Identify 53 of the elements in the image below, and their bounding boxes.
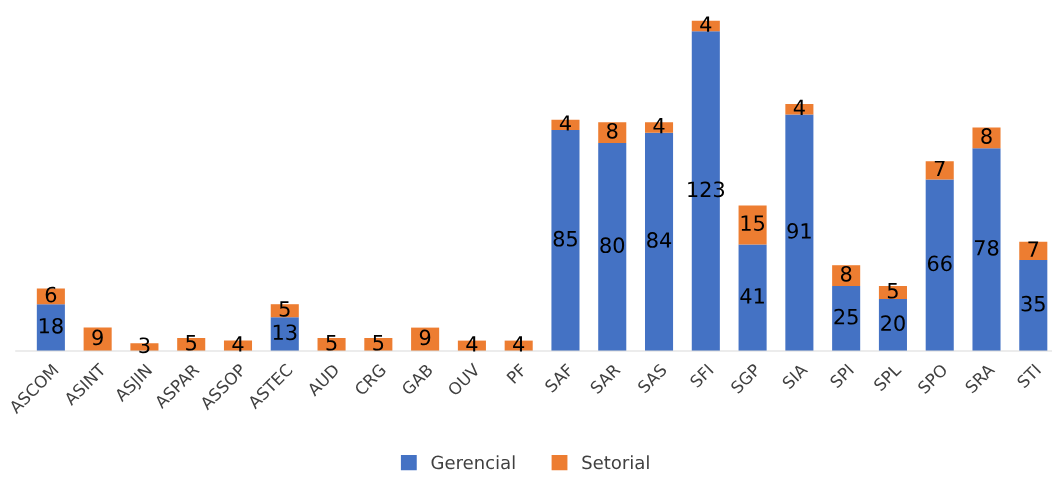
bar [1019, 241, 1048, 261]
bar [645, 132, 674, 351]
data-label: 78 [974, 239, 999, 256]
data-label: 4 [232, 336, 244, 352]
data-label: 5 [373, 335, 384, 351]
data-label: 85 [553, 230, 577, 247]
x-tick-label: SPI [829, 363, 855, 389]
data-label: 84 [647, 232, 672, 248]
data-label: 41 [740, 288, 764, 304]
data-label: 5 [887, 283, 898, 299]
data-label: 7 [1028, 241, 1039, 257]
x-tick-label: STI [1016, 363, 1042, 389]
data-label: 80 [600, 237, 625, 254]
data-label: 13 [273, 324, 297, 341]
bar [972, 127, 1001, 149]
data-label: 18 [39, 317, 63, 334]
bar [925, 161, 954, 180]
legend-label: Gerencial [431, 455, 515, 470]
data-label: 4 [653, 118, 665, 134]
data-label: 15 [741, 215, 765, 231]
data-label: 91 [787, 223, 811, 239]
bar [738, 244, 767, 351]
data-label: 4 [700, 16, 712, 32]
bar [832, 286, 861, 351]
data-label: 9 [92, 329, 103, 346]
data-label: 4 [466, 336, 478, 352]
x-tick-label: SFI [689, 363, 714, 389]
data-label: 25 [834, 308, 858, 325]
bar [1019, 260, 1048, 351]
data-label: 5 [326, 335, 337, 351]
data-label: 20 [881, 315, 905, 332]
data-label: 8 [607, 122, 618, 139]
bar [551, 130, 580, 351]
data-label: 6 [45, 286, 57, 303]
bar [598, 143, 627, 351]
data-label: 4 [793, 99, 805, 115]
bar [785, 114, 814, 351]
data-label: 66 [927, 255, 952, 272]
legend-label: Setorial [582, 455, 649, 470]
data-label: 9 [419, 329, 431, 346]
x-tick-label: PF [506, 363, 527, 384]
x-tick-label: SPL [872, 362, 902, 392]
data-label: 8 [840, 265, 852, 282]
data-label: 35 [1021, 295, 1045, 312]
data-label: 5 [279, 301, 290, 317]
bar [925, 179, 954, 351]
data-label: 5 [186, 335, 197, 351]
x-tick-label: SRA [964, 362, 996, 394]
bar [972, 148, 1001, 351]
data-label: 7 [934, 160, 945, 177]
x-tick-label: SIA [781, 362, 809, 390]
data-label: 4 [513, 336, 525, 352]
data-label: 8 [981, 128, 992, 144]
